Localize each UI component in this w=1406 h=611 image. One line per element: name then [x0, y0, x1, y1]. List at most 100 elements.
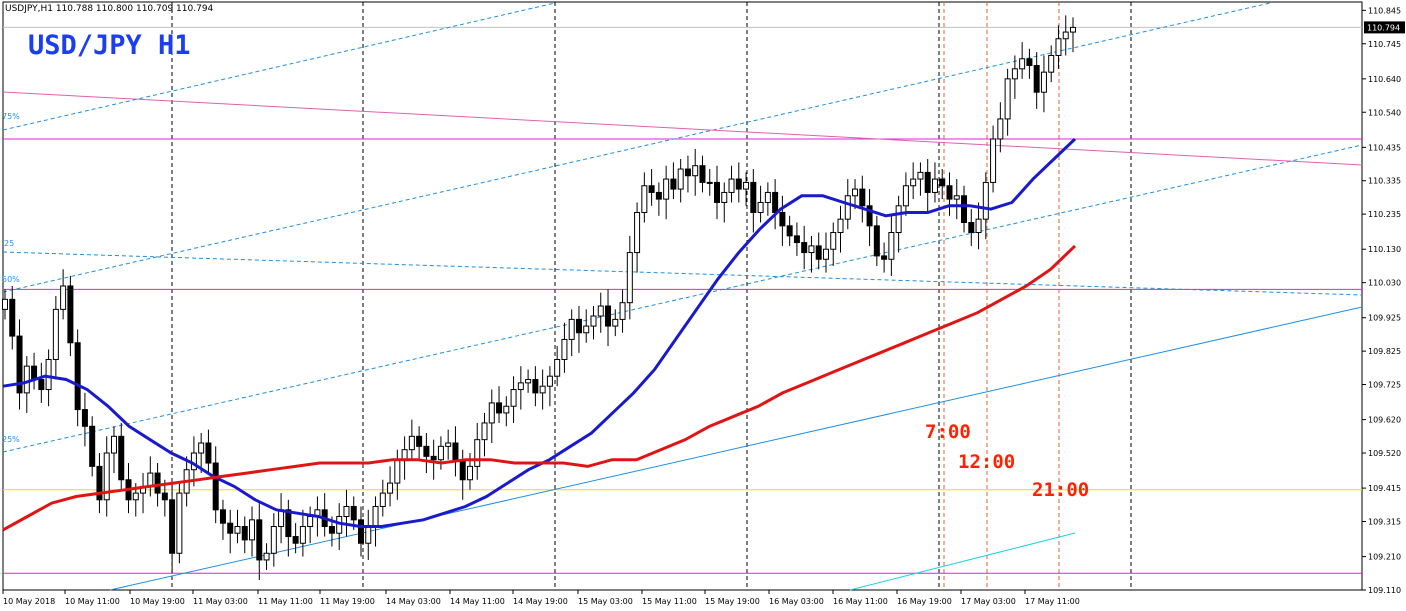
candle-body — [634, 211, 641, 254]
candle-body — [81, 409, 88, 427]
candle-body — [583, 325, 590, 334]
candle-body — [1011, 68, 1018, 80]
candle-body — [968, 222, 975, 234]
candle-body — [249, 519, 256, 541]
candle-body — [256, 519, 263, 561]
y-tick-label: 109.315 — [1368, 518, 1401, 527]
y-tick-label: 109.210 — [1368, 553, 1401, 562]
x-tick-label: 14 May 11:00 — [450, 597, 505, 606]
candle-body — [670, 178, 677, 190]
candle-body — [16, 335, 23, 394]
candle-body — [699, 165, 706, 183]
candle-body — [358, 519, 364, 544]
candle-body — [561, 338, 568, 360]
y-tick-label: 109.925 — [1368, 314, 1401, 323]
candle-body — [89, 425, 96, 467]
candle-body — [488, 402, 495, 424]
candle-body — [350, 505, 357, 521]
candle-body — [452, 442, 459, 461]
candle-body — [801, 242, 808, 254]
y-tick-label: 109.620 — [1368, 416, 1401, 425]
candle-body — [481, 422, 488, 441]
candle-body — [554, 358, 561, 377]
candle-body — [917, 171, 924, 180]
x-tick-label: 15 May 03:00 — [578, 597, 633, 606]
candle-body — [605, 305, 612, 327]
y-tick-label: 109.415 — [1368, 484, 1401, 493]
candle-body — [161, 492, 168, 501]
candle-body — [830, 232, 837, 250]
candle-body — [684, 168, 691, 177]
x-tick-label: 16 May 03:00 — [769, 597, 824, 606]
candle-body — [52, 308, 59, 360]
candle-body — [990, 138, 997, 183]
candle-body — [764, 191, 771, 203]
moving-average-line — [2, 244, 1077, 532]
candle-body — [677, 168, 684, 190]
candle-body — [692, 165, 699, 177]
candle-body — [31, 365, 38, 381]
x-tick-label: 14 May 19:00 — [513, 597, 568, 606]
plot-frame — [2, 1, 1363, 591]
y-tick-label: 109.110 — [1368, 586, 1401, 595]
x-tick-label: 11 May 11:00 — [258, 597, 313, 606]
current-price-label: 110.794 — [1367, 23, 1400, 32]
candle-body — [60, 285, 67, 310]
candle-body — [270, 526, 277, 554]
current-price-tag — [1364, 21, 1405, 34]
candle-body — [503, 405, 510, 414]
candle-body — [292, 536, 299, 544]
candle-body — [234, 526, 241, 534]
candle-body — [394, 459, 401, 484]
candle-body — [496, 402, 503, 414]
fib-label-75: 75% — [2, 112, 20, 121]
candle-body — [379, 492, 386, 507]
candle-body — [786, 225, 793, 237]
x-tick-label: 16 May 19:00 — [897, 597, 952, 606]
x-tick-label: 16 May 11:00 — [833, 597, 888, 606]
trend-line — [109, 306, 1363, 591]
candle-body — [815, 245, 822, 260]
candle-body — [2, 298, 8, 310]
candle-body — [169, 499, 176, 554]
x-tick-label: 17 May 11:00 — [1025, 597, 1080, 606]
y-tick-label: 109.520 — [1368, 449, 1401, 458]
candle-body — [648, 185, 655, 193]
candle-body — [154, 472, 161, 494]
candle-body — [866, 205, 873, 227]
candle-body — [1019, 58, 1026, 70]
candle-body — [546, 375, 553, 387]
candle-body — [176, 492, 183, 554]
candle-body — [924, 171, 931, 193]
candle-body — [74, 342, 81, 411]
candle-body — [1062, 31, 1069, 40]
candle-body — [67, 285, 74, 344]
candle-body — [1048, 54, 1055, 73]
candle-body — [743, 181, 750, 190]
candle-body — [1070, 26, 1076, 33]
candle-body — [772, 191, 779, 213]
y-tick-label: 110.640 — [1368, 75, 1401, 84]
candle-body — [45, 358, 52, 391]
candle-body — [895, 205, 902, 234]
candle-body — [147, 472, 154, 487]
x-tick-label: 11 May 19:00 — [320, 597, 375, 606]
candle-body — [946, 185, 953, 200]
trend-line — [2, 144, 1363, 453]
candle-body — [219, 509, 226, 524]
candle-body — [881, 255, 888, 260]
candle-body — [539, 385, 546, 394]
candle-body — [1040, 71, 1047, 93]
x-tick-label: 15 May 19:00 — [705, 597, 760, 606]
candle-body — [437, 445, 444, 461]
candle-body — [655, 191, 662, 200]
candle-body — [423, 445, 430, 457]
time-label-12: 12:00 — [958, 451, 1016, 473]
candle-body — [568, 318, 575, 340]
candle-body — [212, 462, 219, 511]
candle-body — [445, 442, 452, 447]
candle-body — [837, 218, 844, 234]
candle-body — [910, 178, 917, 187]
candle-body — [525, 379, 532, 384]
